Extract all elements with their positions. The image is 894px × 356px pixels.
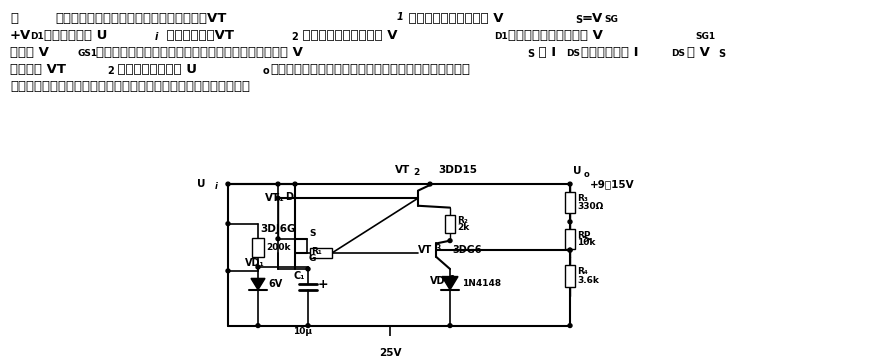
Text: 3DG6: 3DG6: [451, 245, 481, 255]
Text: VD₁: VD₁: [245, 258, 265, 268]
Text: S: S: [574, 15, 581, 25]
Text: o: o: [263, 66, 269, 76]
Circle shape: [275, 237, 280, 241]
Text: SG: SG: [603, 15, 617, 24]
Text: 10k: 10k: [577, 239, 595, 247]
Text: C₁: C₁: [293, 271, 305, 281]
Text: 1: 1: [397, 12, 403, 22]
Circle shape: [292, 182, 297, 186]
Bar: [564, 266, 574, 287]
Text: +9～15V: +9～15V: [589, 179, 634, 189]
Text: VT: VT: [417, 245, 432, 255]
Text: DS: DS: [565, 49, 579, 58]
Text: R₄: R₄: [577, 267, 587, 277]
Text: 路，所以其内阻、稳定度指标都比普通稳压源提高一至两个数量级。: 路，所以其内阻、稳定度指标都比普通稳压源提高一至两个数量级。: [10, 80, 249, 93]
Text: +V: +V: [10, 29, 31, 42]
Text: 为常数，故变化量加到 V: 为常数，故变化量加到 V: [508, 29, 603, 42]
Circle shape: [568, 248, 571, 252]
Text: 2: 2: [107, 66, 114, 76]
Text: VD: VD: [429, 276, 444, 286]
Text: 。当输入电压 U: 。当输入电压 U: [44, 29, 107, 42]
Text: 上（即 V: 上（即 V: [10, 46, 49, 59]
Text: 2: 2: [412, 168, 418, 177]
Text: R₁: R₁: [310, 247, 321, 256]
Text: =V: =V: [581, 12, 603, 25]
Circle shape: [275, 182, 280, 186]
Circle shape: [568, 220, 571, 224]
Text: S: S: [527, 49, 534, 59]
Circle shape: [427, 182, 432, 186]
Bar: [564, 230, 574, 249]
Text: 200k: 200k: [266, 243, 291, 252]
Circle shape: [226, 182, 230, 186]
Bar: [252, 238, 264, 257]
Text: 及 I: 及 I: [534, 46, 555, 59]
Text: 发生变化时，VT: 发生变化时，VT: [162, 29, 233, 42]
Text: 图: 图: [10, 12, 18, 25]
Circle shape: [306, 324, 309, 328]
Text: 的基极也发生变化，因 V: 的基极也发生变化，因 V: [298, 29, 397, 42]
Text: 3DJ6G: 3DJ6G: [260, 224, 295, 234]
Text: 3.6k: 3.6k: [577, 276, 598, 285]
Circle shape: [568, 182, 571, 186]
Text: +: +: [317, 278, 328, 290]
Text: i: i: [155, 32, 158, 42]
Text: 为调整管 VT: 为调整管 VT: [10, 63, 66, 76]
Text: 6V: 6V: [267, 279, 282, 289]
Text: 为负变化量），这样的电压负反馈调整过程，结果导致 V: 为负变化量），这样的电压负反馈调整过程，结果导致 V: [96, 46, 302, 59]
Text: G: G: [308, 254, 316, 263]
Circle shape: [306, 267, 309, 271]
Text: U: U: [572, 167, 581, 177]
Polygon shape: [250, 278, 265, 290]
Text: 及 V: 及 V: [687, 46, 709, 59]
Text: 3DD15: 3DD15: [437, 164, 477, 174]
Text: S: S: [717, 49, 724, 59]
Text: 的基极偏置，因此 U: 的基极偏置，因此 U: [113, 63, 197, 76]
Text: i: i: [215, 182, 218, 192]
Text: D: D: [284, 192, 292, 201]
Text: S: S: [308, 229, 316, 238]
Circle shape: [256, 265, 260, 269]
Circle shape: [448, 324, 451, 328]
Circle shape: [568, 248, 571, 252]
Text: 2: 2: [291, 32, 298, 42]
Bar: [309, 248, 332, 258]
Bar: [444, 215, 454, 233]
Text: 2k: 2k: [457, 223, 468, 232]
Bar: [564, 192, 574, 213]
Circle shape: [568, 324, 571, 328]
Text: DS: DS: [670, 49, 684, 58]
Text: 10μ: 10μ: [293, 328, 312, 336]
Polygon shape: [442, 277, 458, 290]
Circle shape: [448, 239, 451, 242]
Text: 330Ω: 330Ω: [577, 202, 603, 211]
Text: 导通，其源极输出电压 V: 导通，其源极输出电压 V: [403, 12, 503, 25]
Text: R₂: R₂: [457, 216, 468, 225]
Text: SG1: SG1: [695, 32, 714, 41]
Text: VT₁: VT₁: [265, 193, 284, 204]
Text: 趋于稳定。而 I: 趋于稳定。而 I: [580, 46, 637, 59]
Text: o: o: [584, 170, 589, 179]
Text: U: U: [198, 179, 206, 189]
Circle shape: [256, 324, 260, 328]
Circle shape: [226, 269, 230, 273]
Text: 25V: 25V: [378, 348, 401, 356]
Text: D1: D1: [493, 32, 507, 41]
Text: 1N4148: 1N4148: [461, 279, 501, 288]
Text: GS1: GS1: [78, 49, 98, 58]
Text: 3: 3: [435, 244, 441, 253]
Circle shape: [226, 222, 230, 226]
Text: R₃: R₃: [577, 194, 587, 203]
Text: D1: D1: [30, 32, 44, 41]
Text: 为场效应管反馈式恒流稳压源。接电源后，VT: 为场效应管反馈式恒流稳压源。接电源后，VT: [55, 12, 226, 25]
Text: 2: 2: [449, 275, 454, 284]
Circle shape: [275, 196, 280, 200]
Text: VT: VT: [395, 164, 410, 174]
Text: RP: RP: [577, 231, 590, 240]
Text: 也保持稳定。由于此电路比普通稳压源多了一条负反馈回: 也保持稳定。由于此电路比普通稳压源多了一条负反馈回: [270, 63, 469, 76]
